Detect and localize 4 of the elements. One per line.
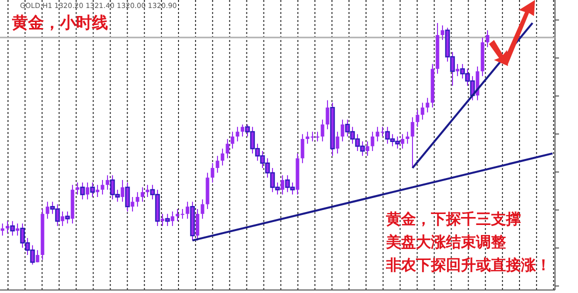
annotation: 黄金，下探千三支撑 (385, 210, 521, 228)
annotation: 美盘大涨结束调整 (385, 233, 506, 251)
chart-title: 黄金，小时线 (11, 13, 108, 32)
annotation: 非农下探回升或直接涨！ (385, 256, 551, 274)
